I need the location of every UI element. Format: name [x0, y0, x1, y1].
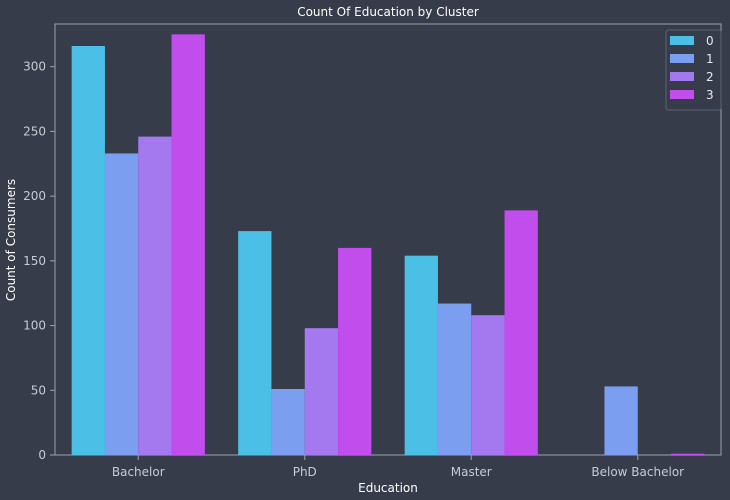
bar-below-bachelor-cluster-1: [604, 386, 638, 455]
bar-bachelor-cluster-2: [138, 136, 172, 455]
legend-swatch-1: [670, 54, 694, 63]
legend-swatch-2: [670, 72, 694, 81]
bar-bachelor-cluster-1: [104, 153, 139, 455]
bar-below-bachelor-cluster-3: [671, 453, 705, 455]
bar-master-cluster-1: [437, 303, 472, 455]
y-tick-label: 50: [31, 383, 46, 397]
legend-label-3: 3: [706, 88, 714, 102]
y-tick-label: 200: [23, 189, 46, 203]
legend-label-2: 2: [706, 70, 714, 84]
y-tick-label: 150: [23, 254, 46, 268]
legend-label-1: 1: [706, 52, 714, 66]
y-axis-label: Count of Consumers: [4, 179, 18, 301]
y-tick-label: 0: [38, 448, 46, 462]
legend: 0 1 2 3: [665, 29, 722, 111]
y-tick-label: 300: [23, 60, 46, 74]
x-tick-label: Bachelor: [112, 465, 165, 479]
y-tick-label: 100: [23, 319, 46, 333]
bars-group: [71, 34, 705, 456]
plot-frame: [54, 23, 722, 456]
bar-phd-cluster-2: [304, 328, 339, 455]
bar-phd-cluster-1: [271, 388, 305, 455]
x-tick-label: PhD: [293, 465, 317, 479]
y-tick-label: 250: [23, 124, 46, 138]
bar-master-cluster-0: [404, 255, 438, 455]
x-axis: Bachelor PhD Master Below Bachelor: [112, 455, 684, 479]
legend-label-0: 0: [706, 34, 714, 48]
bar-bachelor-cluster-0: [71, 46, 105, 456]
legend-swatch-3: [670, 90, 694, 99]
bar-phd-cluster-0: [238, 231, 272, 455]
x-axis-label: Education: [358, 481, 418, 495]
bar-master-cluster-3: [504, 210, 538, 455]
legend-swatch-0: [670, 36, 694, 45]
bar-master-cluster-2: [471, 315, 505, 455]
x-tick-label: Below Bachelor: [591, 465, 684, 479]
x-tick-label: Master: [451, 465, 492, 479]
bar-phd-cluster-3: [338, 247, 372, 455]
chart-title: Count Of Education by Cluster: [297, 5, 479, 19]
bar-bachelor-cluster-3: [171, 34, 205, 455]
y-axis: 0 50 100 150 200 250 300: [23, 60, 55, 462]
